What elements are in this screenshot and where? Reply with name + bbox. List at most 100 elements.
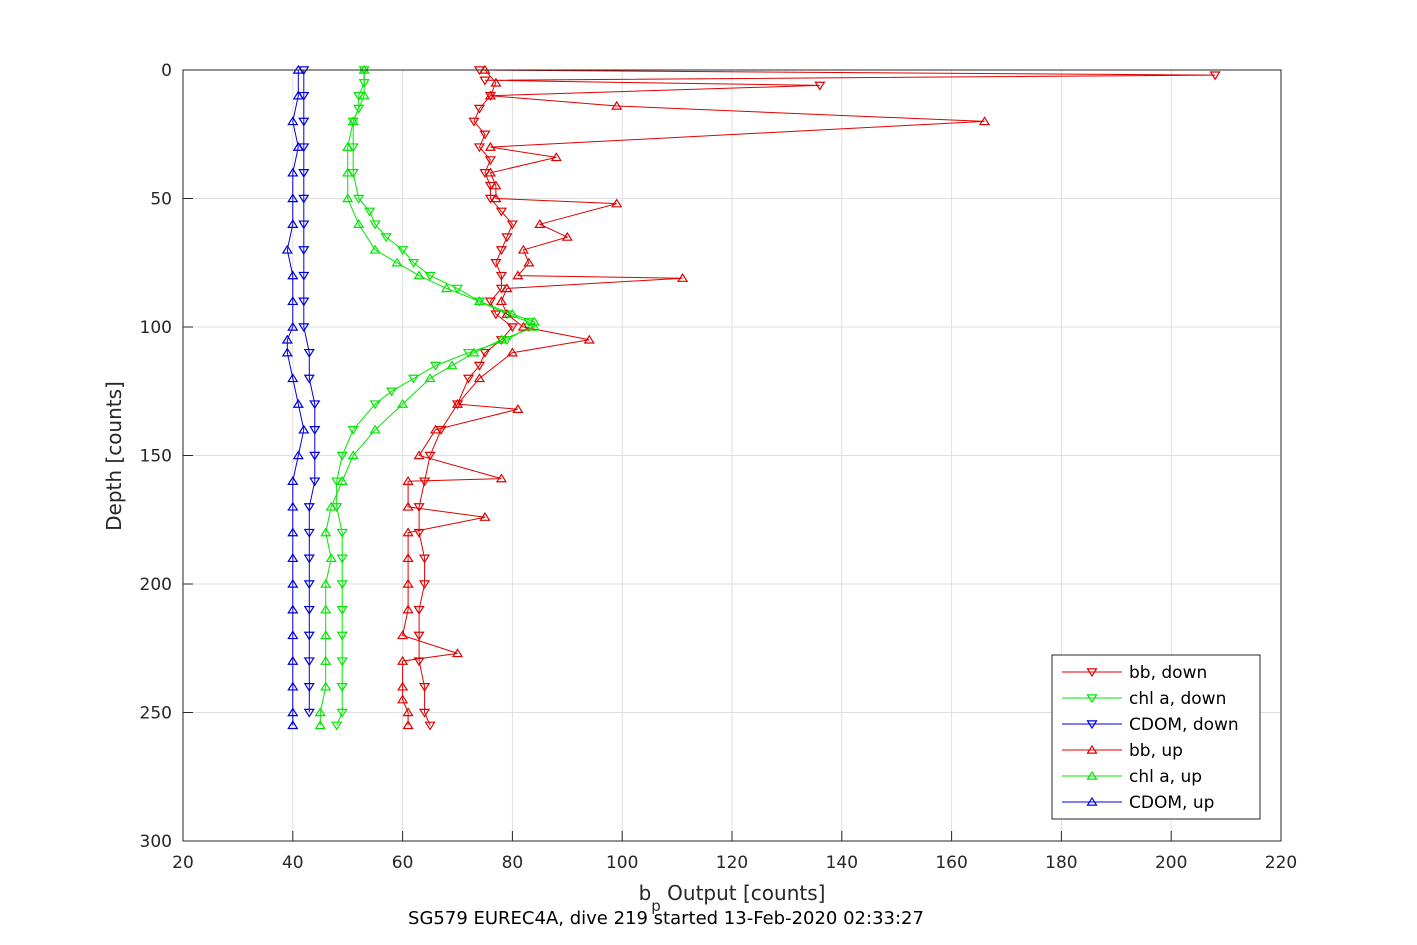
data-point <box>413 631 425 641</box>
data-point <box>402 604 414 614</box>
legend-marker <box>1086 720 1098 730</box>
data-point <box>495 296 508 306</box>
data-point <box>413 528 425 538</box>
data-point <box>281 347 293 357</box>
series-bb-up <box>397 64 991 730</box>
data-point <box>353 104 365 114</box>
data-point <box>364 207 376 217</box>
data-point <box>298 220 310 230</box>
data-point <box>303 683 315 692</box>
x-tick-label: 80 <box>502 853 524 873</box>
data-point <box>528 316 540 326</box>
data-point <box>320 604 332 614</box>
data-point <box>298 169 310 178</box>
y-tick-label: 200 <box>140 575 172 595</box>
data-point <box>473 143 486 153</box>
data-point <box>402 578 414 588</box>
data-point <box>309 426 321 435</box>
legend-marker <box>1086 796 1098 806</box>
data-point <box>336 580 348 590</box>
data-point <box>451 398 464 408</box>
data-point <box>292 90 304 100</box>
data-point <box>490 180 502 190</box>
data-point <box>331 721 343 731</box>
x-tick-label: 40 <box>282 853 304 873</box>
y-tick-label: 50 <box>150 190 172 210</box>
data-point <box>506 323 518 333</box>
legend-label: CDOM, down <box>1129 715 1239 735</box>
data-point <box>484 156 497 166</box>
data-point <box>550 152 562 162</box>
data-point <box>440 283 453 293</box>
data-point <box>424 271 436 281</box>
data-point <box>534 219 546 228</box>
data-point <box>303 374 315 384</box>
x-tick-label: 20 <box>172 853 194 873</box>
data-point <box>484 297 497 307</box>
data-point <box>413 503 425 513</box>
data-point <box>397 630 409 640</box>
data-point <box>397 681 409 691</box>
data-point <box>287 219 299 228</box>
legend-item: chl a, up <box>1062 767 1202 787</box>
data-point <box>320 630 332 640</box>
data-point <box>506 220 518 230</box>
x-axis-label: bp Output [counts] <box>639 881 826 915</box>
series-line <box>402 69 985 726</box>
data-point <box>287 720 299 730</box>
data-point <box>495 271 508 281</box>
data-point <box>479 130 491 140</box>
data-point <box>309 400 321 410</box>
data-point <box>473 296 486 306</box>
data-point <box>490 310 502 320</box>
data-point <box>309 477 321 487</box>
data-point <box>397 655 409 665</box>
legend-item: bb, down <box>1062 663 1207 683</box>
data-point <box>397 246 409 256</box>
data-point <box>292 141 304 151</box>
data-point <box>583 334 595 344</box>
data-point <box>397 694 409 704</box>
data-point <box>358 90 370 100</box>
data-point <box>978 116 991 126</box>
data-point <box>490 193 502 203</box>
data-point <box>495 207 508 217</box>
data-point <box>342 141 354 151</box>
legend-label: chl a, down <box>1129 689 1226 709</box>
data-point <box>468 117 480 127</box>
data-point <box>402 707 414 717</box>
data-point <box>512 404 524 413</box>
data-point <box>418 683 431 692</box>
data-point <box>303 503 315 513</box>
data-point <box>336 631 348 641</box>
data-point <box>336 451 348 461</box>
legend-label: chl a, up <box>1129 767 1202 787</box>
data-point <box>347 450 359 460</box>
series-chl-a-up <box>314 64 540 730</box>
data-point <box>320 578 332 588</box>
data-point <box>473 373 486 383</box>
data-point <box>336 605 348 615</box>
data-point <box>347 116 359 126</box>
data-point <box>424 721 436 731</box>
data-point <box>298 297 310 307</box>
data-point <box>347 426 359 435</box>
data-point <box>413 270 425 280</box>
data-point <box>287 321 299 331</box>
data-point <box>528 321 540 331</box>
data-point <box>353 219 365 228</box>
y-tick-label: 100 <box>140 318 172 338</box>
data-point <box>479 76 491 86</box>
data-point <box>298 194 310 204</box>
data-point <box>287 527 299 537</box>
x-tick-label: 160 <box>935 853 967 873</box>
x-tick-label: 200 <box>1155 853 1187 873</box>
data-point <box>397 398 409 408</box>
legend-item: chl a, down <box>1062 689 1226 709</box>
y-axis-ticks: 0 50 100 150 200 250 300 <box>140 61 193 852</box>
legend-marker <box>1086 668 1098 678</box>
data-point <box>429 361 442 371</box>
data-point <box>287 167 299 177</box>
x-tick-label: 100 <box>606 853 638 873</box>
data-point <box>287 193 299 203</box>
